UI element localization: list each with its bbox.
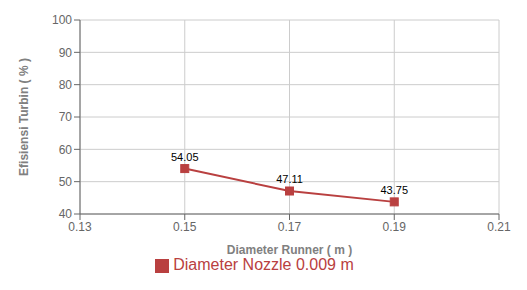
- svg-text:60: 60: [59, 143, 73, 157]
- svg-text:Efisiensi Turbin ( % ): Efisiensi Turbin ( % ): [17, 58, 31, 176]
- svg-text:0.13: 0.13: [68, 220, 92, 234]
- svg-text:47.11: 47.11: [276, 173, 303, 185]
- svg-text:70: 70: [59, 110, 73, 124]
- svg-text:0.21: 0.21: [487, 220, 511, 234]
- svg-text:50: 50: [59, 175, 73, 189]
- svg-text:100: 100: [52, 13, 72, 27]
- html-text:Diameter Nozzle 0.009 m: Diameter Nozzle 0.009 m: [173, 256, 354, 273]
- svg-text:0.17: 0.17: [278, 220, 302, 234]
- svg-text:40: 40: [59, 207, 73, 221]
- svg-text:0.19: 0.19: [383, 220, 407, 234]
- svg-text:54.05: 54.05: [171, 151, 199, 163]
- svg-text:90: 90: [59, 46, 73, 60]
- svg-text:0.15: 0.15: [173, 220, 197, 234]
- svg-text:43.75: 43.75: [380, 184, 408, 196]
- svg-text:Diameter Runner ( m ): Diameter Runner ( m ): [227, 243, 352, 257]
- svg-text:80: 80: [59, 78, 73, 92]
